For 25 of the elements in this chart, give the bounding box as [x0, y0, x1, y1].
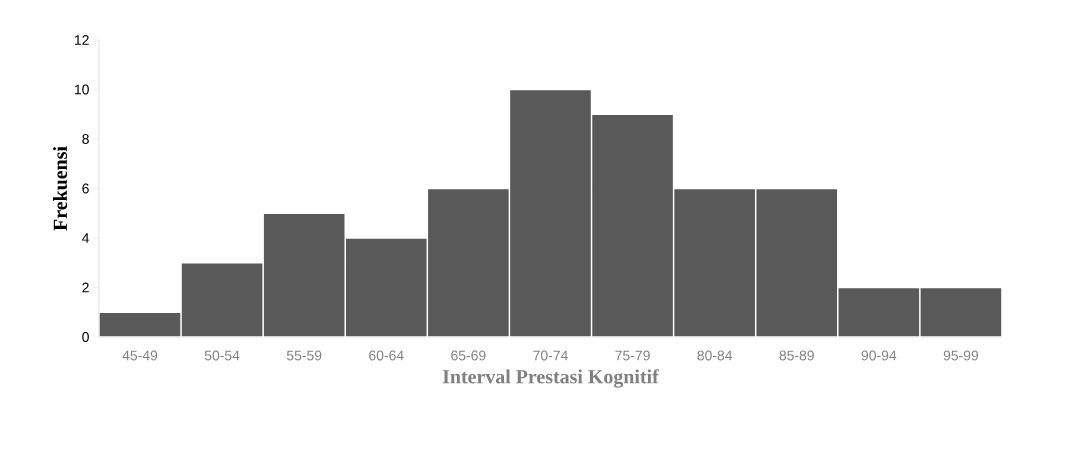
- y-axis-title: Frekuensi: [53, 146, 68, 231]
- x-tick-label: 90-94: [861, 350, 897, 361]
- y-tick-label: 10: [74, 84, 89, 95]
- x-tick-label: 75-79: [615, 350, 650, 361]
- x-tick-label: 55-59: [286, 350, 322, 361]
- x-tick-label: 60-64: [369, 350, 404, 361]
- x-tick-label: 70-74: [533, 350, 568, 361]
- y-tick-label: 12: [74, 35, 89, 45]
- x-tick-label: 85-89: [779, 350, 814, 361]
- y-tick-label: 8: [82, 134, 89, 144]
- x-tick-label: 45-49: [122, 350, 158, 361]
- bar: [180, 262, 264, 337]
- x-tick-label: 80-84: [697, 350, 733, 361]
- bar: [919, 286, 1002, 337]
- x-axis-title: Interval Prestasi Kognitif: [442, 369, 659, 388]
- bar: [262, 212, 346, 337]
- bar: [837, 286, 921, 337]
- bar: [98, 311, 182, 337]
- x-tick-label: 50-54: [204, 350, 240, 361]
- x-tick-label: 65-69: [451, 350, 486, 361]
- y-tick-label: 2: [82, 282, 89, 293]
- y-tick-label: 0: [82, 332, 89, 342]
- x-tick-label: 95-99: [943, 350, 979, 361]
- y-tick-label: 6: [82, 183, 89, 194]
- y-tick-label: 4: [81, 233, 90, 243]
